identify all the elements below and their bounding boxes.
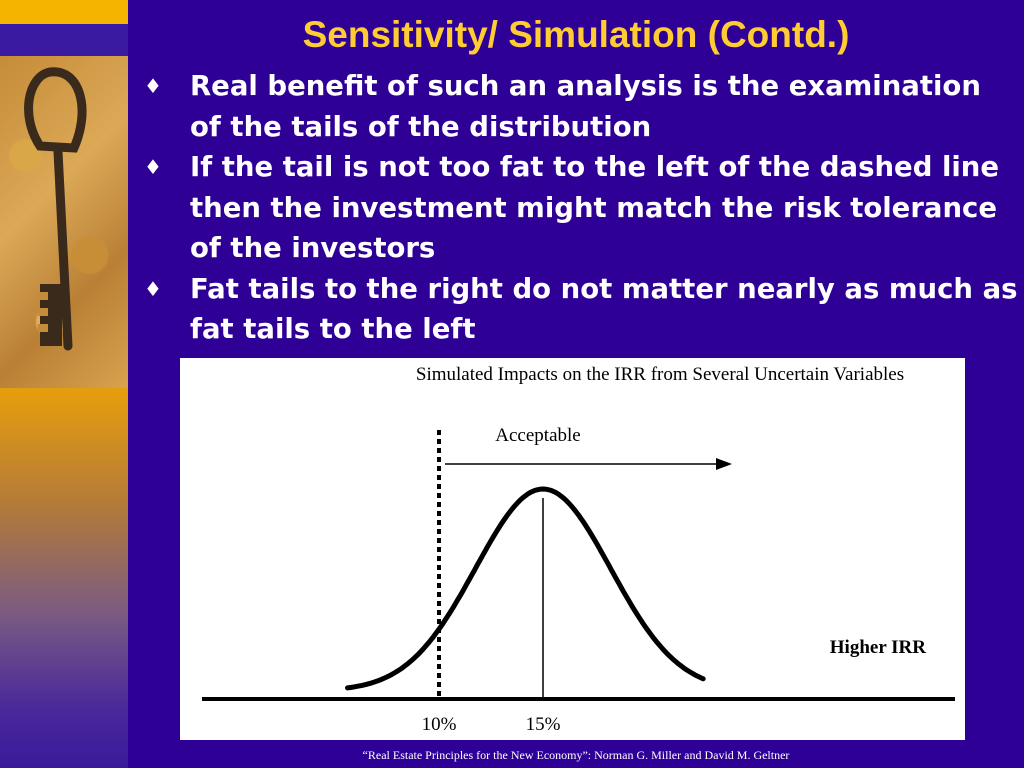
chart-canvas: 10% 15% Acceptable Higher IRR bbox=[202, 425, 955, 740]
distribution-curve bbox=[345, 486, 706, 691]
bullet-text: If the tail is not too fat to the left o… bbox=[190, 151, 1000, 264]
slide-title: Sensitivity/ Simulation (Contd.) bbox=[302, 14, 850, 55]
left-decorative-strip bbox=[0, 0, 128, 768]
strip-accent-bar bbox=[0, 24, 128, 56]
antique-key-icon bbox=[0, 56, 128, 388]
bullet-item: ♦ Fat tails to the right do not matter n… bbox=[144, 269, 1018, 350]
x-axis-label: Higher IRR bbox=[830, 637, 927, 658]
x-tick-label: 15% bbox=[526, 714, 561, 735]
acceptable-arrowhead bbox=[716, 458, 732, 470]
bullet-text: Real benefit of such an analysis is the … bbox=[190, 70, 981, 143]
diamond-bullet-icon: ♦ bbox=[144, 155, 162, 179]
x-tick-label: 10% bbox=[422, 714, 457, 735]
chart-title: Simulated Impacts on the IRR from Severa… bbox=[415, 364, 905, 385]
irr-distribution-chart: Simulated Impacts on the IRR from Severa… bbox=[180, 358, 965, 740]
footer-citation: “Real Estate Principles for the New Econ… bbox=[362, 748, 790, 762]
x-tick-box bbox=[508, 701, 592, 740]
diamond-bullet-icon: ♦ bbox=[144, 74, 162, 98]
acceptable-annotation: Acceptable bbox=[495, 425, 580, 446]
bullet-item: ♦ Real benefit of such an analysis is th… bbox=[144, 66, 1018, 147]
bullet-text: Fat tails to the right do not matter nea… bbox=[190, 272, 1018, 346]
x-tick-box bbox=[406, 701, 490, 740]
diamond-bullet-icon: ♦ bbox=[144, 276, 162, 301]
bullet-list: ♦ Real benefit of such an analysis is th… bbox=[144, 66, 1018, 350]
bullet-item: ♦ If the tail is not too fat to the left… bbox=[144, 147, 1018, 269]
